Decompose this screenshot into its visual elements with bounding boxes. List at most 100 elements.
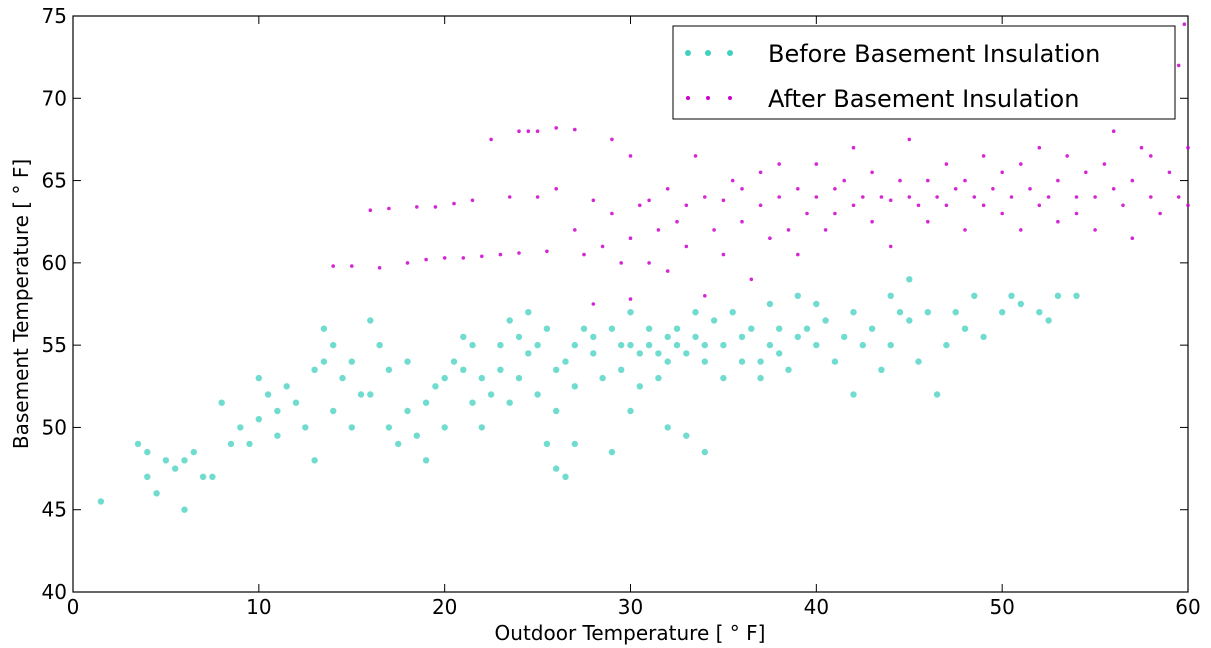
after-insulation-point xyxy=(861,195,865,199)
before-insulation-point xyxy=(404,358,411,365)
before-insulation-point xyxy=(460,333,467,341)
after-insulation-point xyxy=(1000,211,1004,216)
after-insulation-point xyxy=(1009,195,1014,199)
before-insulation-point xyxy=(330,341,337,349)
before-insulation-point xyxy=(264,391,272,398)
before-insulation-point xyxy=(385,366,393,373)
before-insulation-point xyxy=(497,366,504,373)
after-insulation-point xyxy=(489,137,493,142)
before-insulation-point xyxy=(850,391,857,398)
before-insulation-point xyxy=(710,317,718,324)
before-insulation-point xyxy=(376,341,383,349)
before-insulation-point xyxy=(525,350,532,357)
after-insulation-point xyxy=(628,236,633,240)
after-insulation-point xyxy=(1176,195,1181,199)
before-insulation-point xyxy=(590,350,597,357)
after-insulation-point xyxy=(703,294,707,298)
after-insulation-point xyxy=(907,137,912,142)
before-insulation-point xyxy=(469,341,476,349)
before-insulation-point xyxy=(841,333,848,341)
after-insulation-point xyxy=(1102,162,1107,166)
series-before-points xyxy=(97,276,1080,513)
before-insulation-point xyxy=(618,366,625,373)
before-insulation-point xyxy=(553,407,560,415)
after-insulation-point xyxy=(786,228,791,232)
after-insulation-point xyxy=(870,170,874,175)
legend-marker-after xyxy=(686,96,732,100)
after-insulation-point xyxy=(1065,154,1069,158)
after-insulation-point xyxy=(442,256,447,260)
before-insulation-point xyxy=(553,366,560,373)
before-insulation-point xyxy=(330,407,337,415)
before-insulation-point xyxy=(367,317,374,324)
before-insulation-point xyxy=(776,350,783,357)
after-insulation-point xyxy=(814,162,819,166)
after-insulation-point xyxy=(1093,195,1097,199)
before-insulation-point xyxy=(636,350,643,357)
after-insulation-point xyxy=(796,252,800,257)
after-insulation-point xyxy=(814,195,819,199)
after-insulation-point xyxy=(888,244,893,249)
after-insulation-point xyxy=(823,228,828,232)
before-insulation-point xyxy=(190,448,197,456)
after-insulation-point xyxy=(749,277,754,282)
after-insulation-point xyxy=(573,228,577,232)
before-insulation-point xyxy=(218,399,225,406)
before-insulation-point xyxy=(562,358,569,365)
after-insulation-point xyxy=(870,219,874,224)
after-insulation-point xyxy=(963,178,967,183)
after-insulation-point xyxy=(833,211,837,216)
after-insulation-point xyxy=(944,162,949,166)
before-insulation-point xyxy=(627,407,634,415)
before-insulation-point xyxy=(599,374,606,382)
after-insulation-point xyxy=(1139,145,1144,150)
after-insulation-point xyxy=(554,187,558,191)
after-insulation-point xyxy=(638,203,642,208)
before-insulation-point xyxy=(757,358,764,365)
before-insulation-point xyxy=(627,341,634,349)
after-insulation-point xyxy=(350,264,354,268)
after-insulation-point xyxy=(935,195,939,199)
after-insulation-point xyxy=(377,266,382,270)
before-insulation-point xyxy=(655,374,662,382)
after-insulation-point xyxy=(1121,203,1125,208)
after-insulation-point xyxy=(1028,187,1032,191)
before-insulation-point xyxy=(172,465,179,472)
before-insulation-point xyxy=(385,424,393,431)
before-insulation-point xyxy=(153,490,160,497)
before-insulation-point xyxy=(181,506,188,513)
before-insulation-point xyxy=(209,473,216,480)
before-insulation-point xyxy=(162,457,170,464)
after-insulation-point xyxy=(1056,219,1060,224)
y-tick-label: 40 xyxy=(42,580,67,604)
after-insulation-point xyxy=(628,154,633,158)
y-tick-label: 55 xyxy=(42,333,67,357)
before-insulation-point xyxy=(803,325,811,332)
before-insulation-point xyxy=(822,317,829,324)
after-insulation-point xyxy=(461,256,466,260)
before-insulation-point xyxy=(246,440,253,448)
before-insulation-point xyxy=(887,341,894,349)
after-insulation-point xyxy=(1149,154,1153,158)
after-insulation-point xyxy=(758,170,763,175)
x-tick-label: 20 xyxy=(432,595,457,619)
after-insulation-point xyxy=(1111,129,1116,133)
before-insulation-point xyxy=(738,333,746,341)
before-insulation-point xyxy=(980,333,987,341)
before-insulation-point xyxy=(878,366,885,373)
before-insulation-point xyxy=(1073,292,1080,299)
before-insulation-point xyxy=(311,366,318,373)
after-insulation-point xyxy=(758,203,763,208)
before-insulation-point xyxy=(534,391,541,398)
before-insulation-point xyxy=(1045,317,1052,324)
y-axis-ticks: 40 45 50 55 60 65 70 75 xyxy=(42,4,1188,604)
after-insulation-point xyxy=(851,203,856,208)
before-insulation-point xyxy=(766,341,774,349)
before-insulation-point xyxy=(794,292,801,299)
after-insulation-point xyxy=(1186,203,1190,208)
after-insulation-point xyxy=(740,219,744,224)
before-insulation-point xyxy=(469,399,476,406)
x-axis-label: Outdoor Temperature [ ° F] xyxy=(495,621,766,645)
